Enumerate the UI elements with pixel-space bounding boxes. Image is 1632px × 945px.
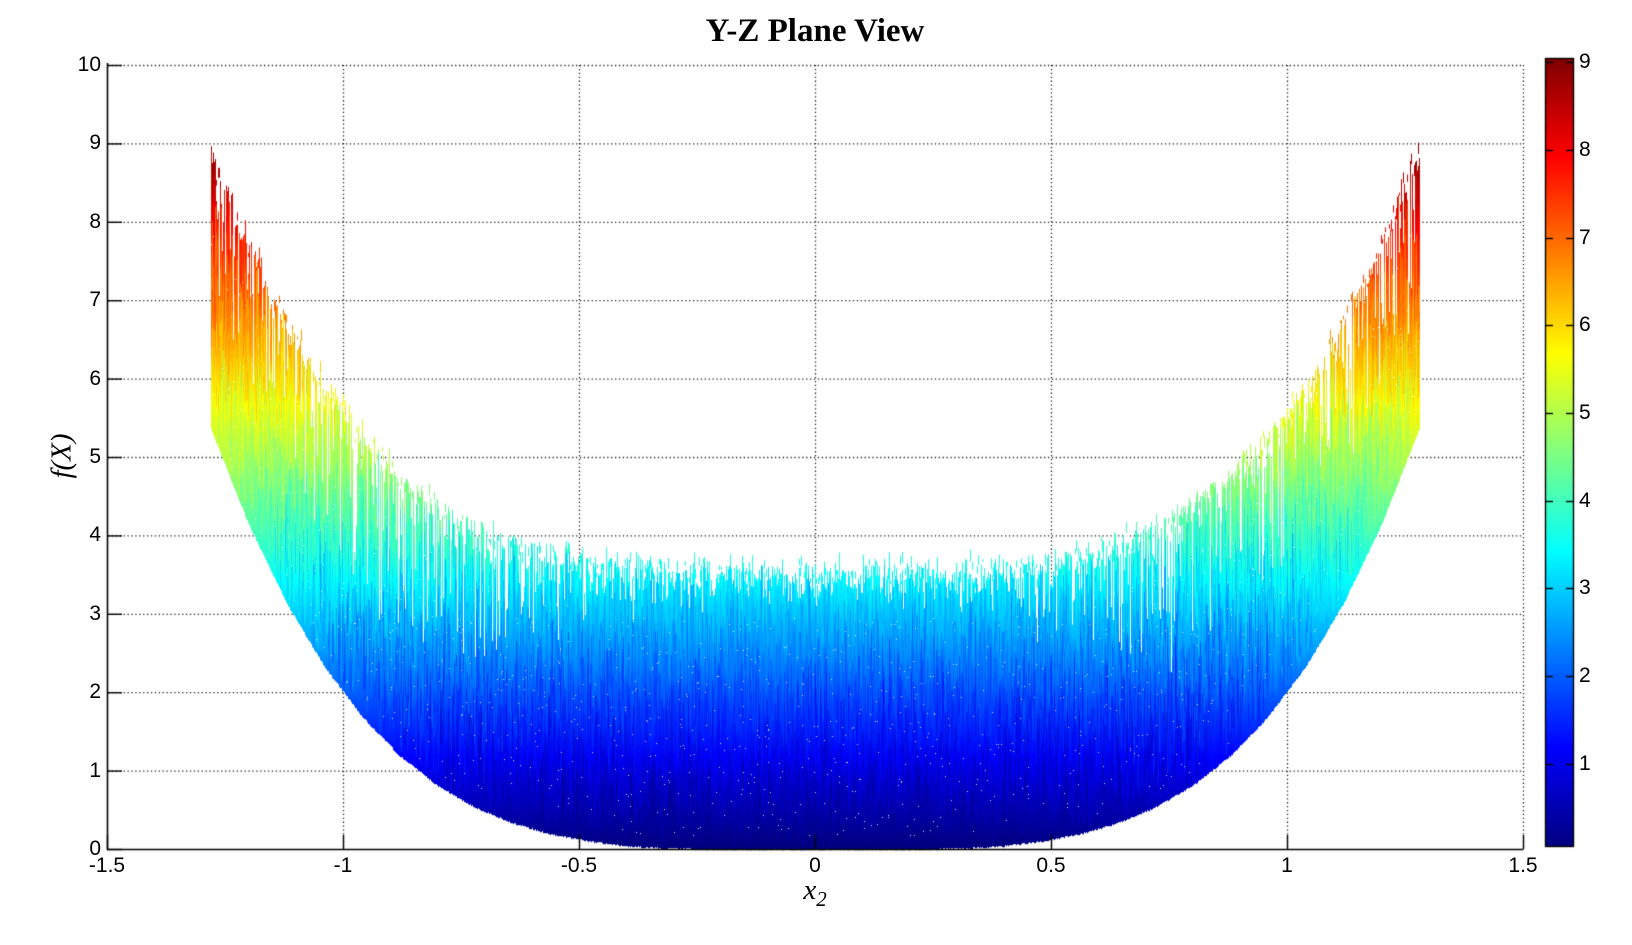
colorbar-tick-label: 7 <box>1579 226 1591 250</box>
y-tick-label: 2 <box>89 680 101 704</box>
matlab-figure: Y-Z Plane View f(X) x2 -1.5 -1 -0.5 0 0.5 1 1.… <box>0 0 1632 945</box>
y-tick-label: 8 <box>89 210 101 234</box>
colorbar-tick-label: 8 <box>1579 138 1591 162</box>
colorbar-tick-label: 2 <box>1579 664 1591 688</box>
x-tick-label: -0.5 <box>561 854 597 878</box>
colorbar-tick-label: 9 <box>1579 50 1591 74</box>
chart-title: Y-Z Plane View <box>107 13 1523 50</box>
x-axis-label-base: x <box>803 874 816 906</box>
x-tick-label: 1.5 <box>1508 854 1537 878</box>
colorbar-tick-label: 4 <box>1579 489 1591 513</box>
colorbar-tick-label: 6 <box>1579 313 1591 337</box>
y-tick-label: 7 <box>89 288 101 312</box>
y-tick-label: 1 <box>89 759 101 783</box>
y-axis-label: f(X) <box>46 433 79 478</box>
x-axis-label-subscript: 2 <box>816 887 827 911</box>
colorbar-tick-label: 1 <box>1579 752 1591 776</box>
y-tick-label: 3 <box>89 602 101 626</box>
surface-projection-canvas <box>0 0 1632 945</box>
x-tick-label: -1 <box>334 854 353 878</box>
x-tick-label: 0.5 <box>1036 854 1065 878</box>
y-tick-label: 0 <box>89 837 101 861</box>
y-tick-label: 4 <box>89 523 101 547</box>
x-axis-label: x2 <box>107 874 1523 907</box>
x-tick-label: 0 <box>809 854 821 878</box>
colorbar-tick-label: 3 <box>1579 576 1591 600</box>
y-tick-label: 5 <box>89 445 101 469</box>
colorbar-tick-label: 5 <box>1579 401 1591 425</box>
y-tick-label: 6 <box>89 367 101 391</box>
x-tick-label: 1 <box>1281 854 1293 878</box>
y-tick-label: 9 <box>89 131 101 155</box>
y-tick-label: 10 <box>78 53 101 77</box>
